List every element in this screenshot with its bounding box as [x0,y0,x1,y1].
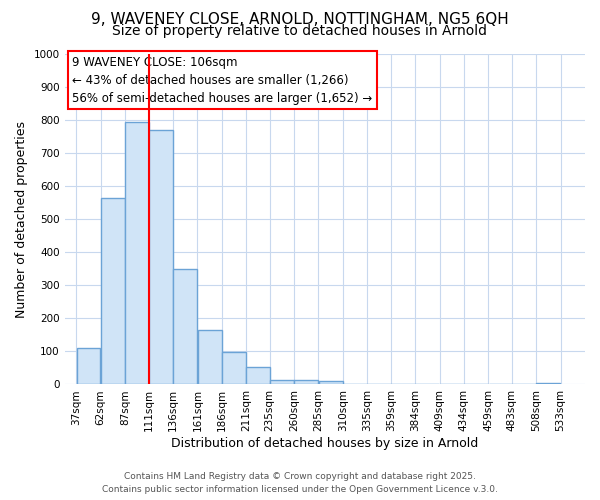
Y-axis label: Number of detached properties: Number of detached properties [15,120,28,318]
X-axis label: Distribution of detached houses by size in Arnold: Distribution of detached houses by size … [171,437,478,450]
Bar [125,122,149,384]
Bar [222,352,246,384]
Bar [247,367,271,384]
Bar [173,269,197,384]
Bar [270,380,294,384]
Bar [77,348,100,385]
Text: 9 WAVENEY CLOSE: 106sqm
← 43% of detached houses are smaller (1,266)
56% of semi: 9 WAVENEY CLOSE: 106sqm ← 43% of detache… [73,56,373,104]
Bar [197,330,221,384]
Text: 9, WAVENEY CLOSE, ARNOLD, NOTTINGHAM, NG5 6QH: 9, WAVENEY CLOSE, ARNOLD, NOTTINGHAM, NG… [91,12,509,28]
Bar [319,381,343,384]
Bar [536,383,560,384]
Bar [149,130,173,384]
Bar [101,198,125,384]
Text: Contains HM Land Registry data © Crown copyright and database right 2025.
Contai: Contains HM Land Registry data © Crown c… [102,472,498,494]
Bar [294,380,318,384]
Text: Size of property relative to detached houses in Arnold: Size of property relative to detached ho… [113,24,487,38]
